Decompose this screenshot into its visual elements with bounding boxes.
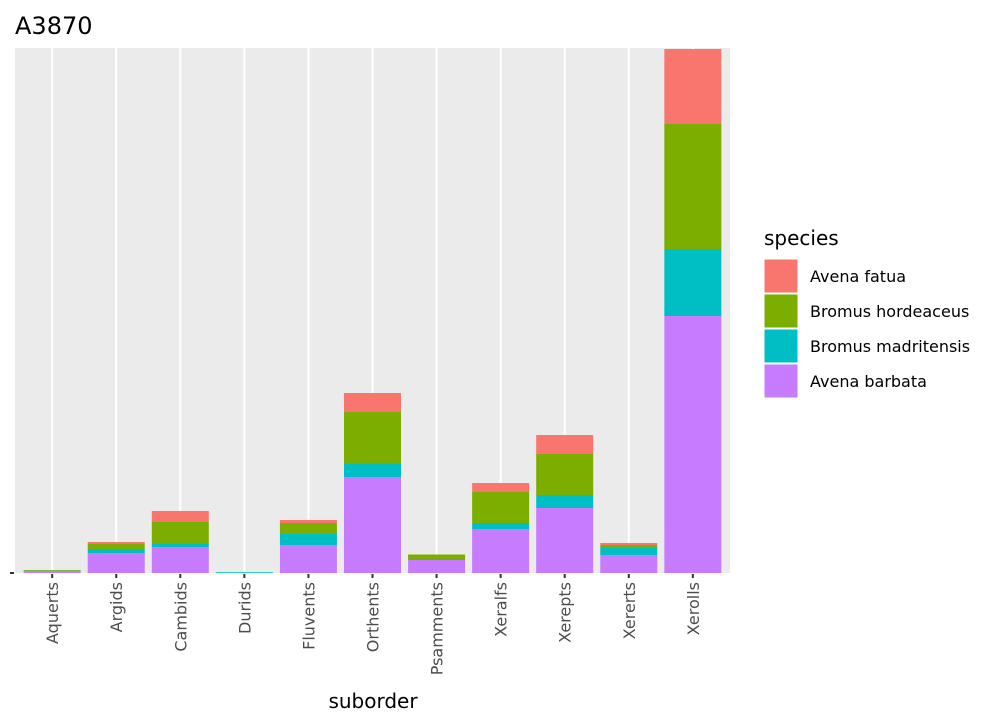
bar-Cambids-Avena-fatua <box>151 511 209 522</box>
bar-Xerepts-Avena-fatua <box>536 435 594 454</box>
bar-Argids-Bromus-hordeaceus <box>87 544 145 549</box>
legend-label: Avena fatua <box>810 267 906 286</box>
bar-Xererts-Avena-barbata <box>600 555 658 573</box>
x-tick-label: Xeralfs <box>492 582 511 637</box>
x-axis-label: suborder <box>328 689 418 713</box>
bar-Xererts-Bromus-madritensis <box>600 548 658 555</box>
x-tick-label: Psamments <box>428 582 447 675</box>
bar-Aquerts-Avena-barbata <box>23 571 81 573</box>
x-tick-label: Aquerts <box>43 582 62 644</box>
legend-label: Bromus hordeaceus <box>810 302 969 321</box>
legend-key <box>763 293 799 329</box>
bar-Durids-Bromus-madritensis <box>215 572 273 573</box>
legend-key <box>763 328 799 364</box>
bar-Xerepts-Bromus-madritensis <box>536 495 594 508</box>
bar-Xerolls-Avena-fatua <box>664 49 722 124</box>
legend-title: species <box>764 226 839 250</box>
bar-Psamments-Bromus-hordeaceus <box>408 554 466 560</box>
bar-Xerepts-Bromus-hordeaceus <box>536 454 594 495</box>
x-tick-label: Xerolls <box>684 582 703 635</box>
bar-Fluvents-Avena-fatua <box>279 520 337 523</box>
bar-Xerepts-Avena-barbata <box>536 508 594 573</box>
bar-Xererts-Bromus-hordeaceus <box>600 545 658 548</box>
x-tick-label: Xererts <box>620 582 639 639</box>
x-tick-label: Orthents <box>364 582 383 652</box>
bar-Aquerts-Bromus-hordeaceus <box>23 570 81 571</box>
bar-Cambids-Bromus-hordeaceus <box>151 522 209 544</box>
bar-Xerolls-Avena-barbata <box>664 316 722 573</box>
bar-Orthents-Bromus-hordeaceus <box>344 412 401 464</box>
bar-Xeralfs-Bromus-hordeaceus <box>472 492 530 523</box>
bar-Xeralfs-Avena-barbata <box>472 529 530 573</box>
bar-Xeralfs-Bromus-madritensis <box>472 523 530 529</box>
bar-Xerolls-Bromus-hordeaceus <box>664 124 722 249</box>
bar-Orthents-Avena-barbata <box>344 477 401 573</box>
bar-Cambids-Bromus-madritensis <box>151 544 209 547</box>
bar-Argids-Avena-barbata <box>87 553 145 573</box>
bar-Argids-Bromus-madritensis <box>87 549 145 553</box>
bar-Xererts-Avena-fatua <box>600 543 658 545</box>
bar-Fluvents-Bromus-madritensis <box>279 534 337 545</box>
bar-Xerolls-Bromus-madritensis <box>664 249 722 316</box>
bar-Argids-Avena-fatua <box>87 542 145 544</box>
x-tick-label: Durids <box>235 582 254 634</box>
bar-Fluvents-Bromus-hordeaceus <box>279 523 337 534</box>
bar-Cambids-Avena-barbata <box>151 547 209 573</box>
bar-Xeralfs-Avena-fatua <box>472 483 530 492</box>
x-tick-label: Argids <box>107 582 126 632</box>
legend-key <box>763 363 799 399</box>
legend-label: Avena barbata <box>810 372 927 391</box>
x-tick-label: Xerepts <box>556 582 575 643</box>
legend-key <box>763 258 799 294</box>
x-tick-label: Fluvents <box>299 582 318 650</box>
bar-Orthents-Bromus-madritensis <box>344 464 401 477</box>
bar-Orthents-Avena-fatua <box>344 393 401 412</box>
legend-label: Bromus madritensis <box>810 337 970 356</box>
bar-Psamments-Avena-barbata <box>408 560 466 573</box>
bar-Psamments-Bromus-madritensis <box>408 559 466 560</box>
chart-title: A3870 <box>15 12 93 40</box>
x-tick-label: Cambids <box>171 582 190 652</box>
bar-Fluvents-Avena-barbata <box>279 545 337 573</box>
